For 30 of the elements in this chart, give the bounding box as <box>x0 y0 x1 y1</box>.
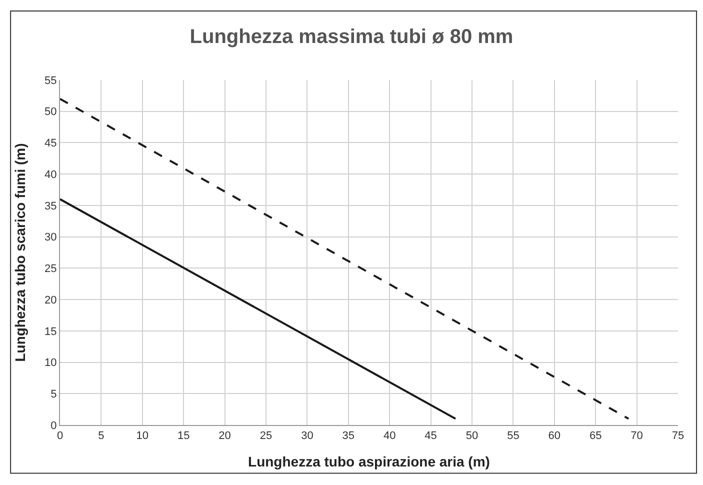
x-tick-label: 25 <box>260 430 272 442</box>
y-tick-label: 55 <box>44 74 57 87</box>
x-tick-label: 40 <box>383 430 396 442</box>
y-tick-label: 5 <box>50 388 57 400</box>
x-tick-label: 10 <box>136 430 149 442</box>
x-tick-label: 60 <box>548 430 561 442</box>
y-tick-label: 30 <box>44 232 57 244</box>
x-tick-label: 15 <box>177 430 190 442</box>
y-tick-label: 40 <box>44 168 57 181</box>
y-tick-label: 45 <box>44 138 57 150</box>
x-tick-label: 35 <box>342 430 355 442</box>
x-tick-label: 30 <box>301 430 314 442</box>
x-tick-label: 5 <box>98 430 104 442</box>
y-tick-label: 15 <box>44 326 57 338</box>
x-tick-label: 65 <box>589 430 602 442</box>
x-tick-label: 45 <box>424 430 437 442</box>
y-tick-label: 50 <box>44 106 57 118</box>
x-tick-label: 55 <box>507 430 520 442</box>
y-tick-label: 35 <box>44 200 57 212</box>
x-tick-label: 70 <box>630 430 643 442</box>
x-tick-label: 75 <box>672 430 684 442</box>
y-tick-label: 20 <box>44 294 57 306</box>
y-tick-label: 0 <box>50 420 57 432</box>
chart-title: Lunghezza massima tubi ø 80 mm <box>190 26 514 48</box>
y-axis-title: Lunghezza tubo scarico fumi (m) <box>12 143 28 362</box>
y-tick-label: 25 <box>44 263 57 276</box>
x-tick-label: 50 <box>466 430 478 442</box>
x-tick-label: 20 <box>218 430 231 442</box>
y-tick-label: 10 <box>44 357 57 370</box>
x-axis-title: Lunghezza tubo aspirazione aria (m) <box>248 454 490 470</box>
